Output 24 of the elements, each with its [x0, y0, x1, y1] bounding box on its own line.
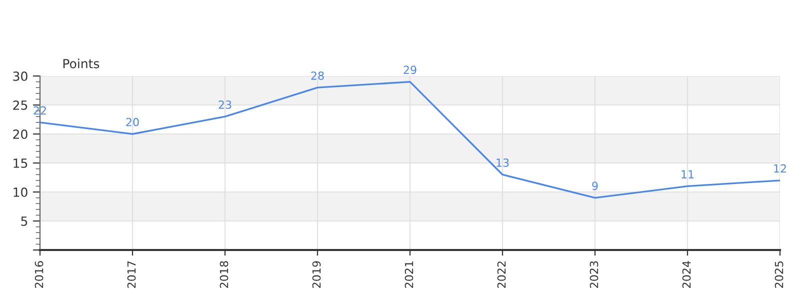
x-tick-label: 2016	[34, 261, 44, 288]
y-axis-title: Points	[63, 58, 100, 68]
data-label: 11	[682, 170, 694, 178]
y-tick-label: 30	[13, 71, 28, 81]
data-label: 9	[592, 182, 598, 190]
x-tick-label: 2024	[682, 261, 691, 288]
data-label: 29	[404, 66, 416, 74]
data-label: 23	[218, 100, 232, 109]
data-label: 12	[774, 164, 786, 173]
x-tick-label: 2023	[590, 261, 598, 288]
x-tick-label: 2018	[220, 261, 228, 288]
data-label: 28	[311, 71, 324, 80]
x-tick-label: 2017	[127, 261, 136, 288]
y-tick-label: 20	[13, 129, 28, 139]
x-tick-label: 2022	[497, 262, 506, 288]
x-tick-label: 2019	[312, 261, 321, 288]
data-label: 13	[496, 158, 509, 167]
y-tick-label: 15	[14, 158, 28, 168]
data-label: 20	[126, 118, 139, 126]
y-tick-label: 25	[13, 100, 28, 110]
x-tick-label: 2021	[404, 261, 414, 288]
x-tick-label: 2025	[774, 261, 784, 288]
y-tick-label: 10	[14, 187, 28, 197]
y-tick-label: 5	[21, 216, 28, 226]
